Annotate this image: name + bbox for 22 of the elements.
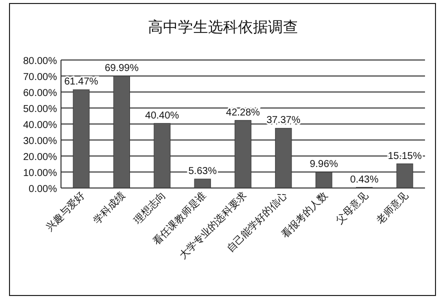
- y-tick-label: 50.00%: [23, 104, 58, 115]
- data-label: 69.99%: [104, 63, 139, 74]
- bar: [194, 178, 211, 188]
- y-tick-label: 10.00%: [23, 168, 58, 179]
- data-label: 9.96%: [310, 159, 338, 170]
- data-label: 40.40%: [145, 110, 180, 122]
- y-tick-label: 40.00%: [23, 120, 58, 131]
- x-tick-label: 学科成绩: [91, 190, 128, 226]
- data-label: 61.47%: [64, 76, 98, 88]
- x-tick-label: 父母意见: [334, 190, 370, 226]
- y-tick-label: 70.00%: [23, 72, 58, 83]
- y-tick-label: 60.00%: [23, 88, 58, 99]
- chart-title: 高中学生选科依据调查: [148, 19, 298, 36]
- y-tick-label: 80.00%: [23, 56, 58, 67]
- y-tick-label: 30.00%: [23, 136, 58, 147]
- y-tick-label: 20.00%: [23, 152, 58, 163]
- data-label: 0.43%: [350, 174, 379, 186]
- y-tick-label: 0.00%: [28, 184, 58, 195]
- x-tick-label: 老师意见: [374, 190, 411, 226]
- data-label: 37.37%: [266, 115, 301, 126]
- data-label: 42.28%: [226, 107, 260, 118]
- x-tick-label: 理想志向: [131, 190, 168, 226]
